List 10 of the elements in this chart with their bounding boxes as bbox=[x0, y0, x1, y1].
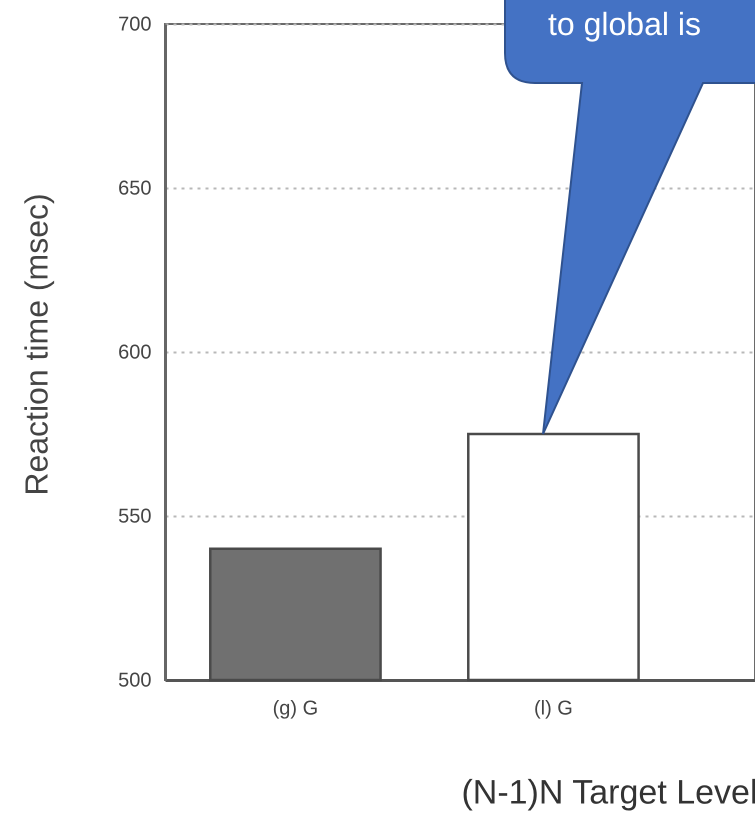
annotation: to global is bbox=[548, 6, 701, 43]
y-tick-label: 700 bbox=[118, 14, 152, 36]
x-axis-title: (N-1)N Target Level bbox=[461, 774, 755, 812]
y-tick-label: 550 bbox=[118, 506, 152, 528]
x-tick-label: (l) G bbox=[534, 698, 573, 720]
y-tick-label: 650 bbox=[118, 178, 152, 200]
y-tick-label: 500 bbox=[118, 670, 152, 692]
y-axis-title: Reaction time (msec) bbox=[18, 193, 54, 496]
y-tick-label: 600 bbox=[118, 342, 152, 364]
x-tick-label: (g) G bbox=[272, 698, 318, 720]
